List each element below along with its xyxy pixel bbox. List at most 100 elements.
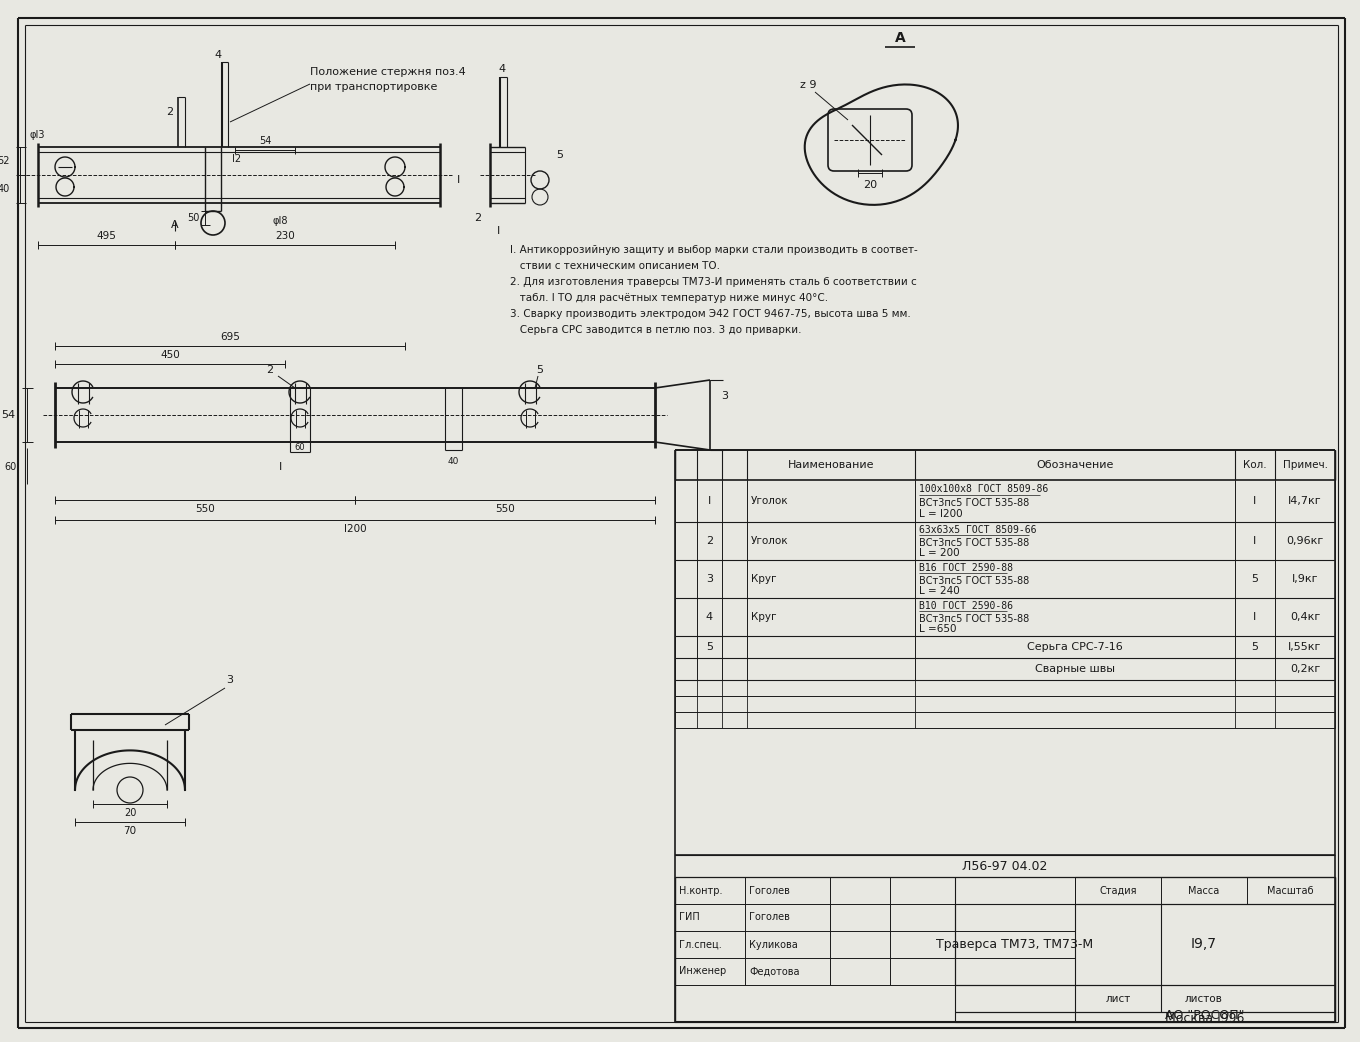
- Text: 495: 495: [97, 231, 117, 241]
- Text: I,55кг: I,55кг: [1288, 642, 1322, 652]
- Text: I4,7кг: I4,7кг: [1288, 496, 1322, 506]
- Text: В16 ГОСТ 2590-88: В16 ГОСТ 2590-88: [919, 564, 1013, 573]
- Text: I: I: [496, 226, 499, 235]
- Text: Круг: Круг: [751, 612, 777, 622]
- Text: 3: 3: [706, 574, 713, 584]
- Text: I: I: [279, 462, 282, 472]
- Text: 3: 3: [722, 391, 729, 401]
- Text: 5: 5: [706, 642, 713, 652]
- Text: табл. I ТО для расчётных температур ниже минус 40°С.: табл. I ТО для расчётных температур ниже…: [510, 293, 828, 303]
- Text: Серьга СРС-7-16: Серьга СРС-7-16: [1027, 642, 1123, 652]
- Text: L =650: L =650: [919, 624, 956, 635]
- Text: 695: 695: [220, 332, 239, 342]
- Text: φI8: φI8: [272, 216, 288, 226]
- Text: 40: 40: [447, 457, 458, 467]
- Text: L = I200: L = I200: [919, 510, 963, 520]
- Text: при транспортировке: при транспортировке: [310, 82, 438, 92]
- Text: Федотова: Федотова: [749, 967, 800, 976]
- Text: z 9: z 9: [800, 80, 816, 90]
- Text: В10 ГОСТ 2590-86: В10 ГОСТ 2590-86: [919, 601, 1013, 612]
- Text: Уголок: Уголок: [751, 536, 789, 546]
- Text: Масса: Масса: [1189, 886, 1220, 895]
- Text: ВСт3пс5 ГОСТ 535-88: ВСт3пс5 ГОСТ 535-88: [919, 498, 1030, 507]
- Text: Инженер: Инженер: [679, 967, 726, 976]
- Text: A: A: [895, 31, 906, 45]
- Text: 0,4кг: 0,4кг: [1289, 612, 1321, 622]
- Text: Гоголев: Гоголев: [749, 886, 790, 895]
- Text: Масштаб: Масштаб: [1266, 886, 1314, 895]
- Text: 0,2кг: 0,2кг: [1289, 664, 1321, 674]
- Text: Л56-97 04.02: Л56-97 04.02: [963, 860, 1047, 872]
- Text: 54: 54: [258, 137, 271, 146]
- Text: ствии с техническим описанием ТО.: ствии с техническим описанием ТО.: [510, 260, 719, 271]
- Text: φI3: φI3: [30, 130, 45, 140]
- Text: 3. Сварку производить электродом Э42 ГОСТ 9467-75, высота шва 5 мм.: 3. Сварку производить электродом Э42 ГОС…: [510, 309, 911, 319]
- Text: A: A: [171, 220, 178, 230]
- Text: Траверса ТМ73, ТМ73-М: Траверса ТМ73, ТМ73-М: [937, 938, 1093, 951]
- Text: 550: 550: [495, 504, 515, 514]
- Text: 54: 54: [1, 410, 15, 420]
- Text: Гл.спец.: Гл.спец.: [679, 940, 722, 949]
- Text: 2: 2: [267, 365, 273, 375]
- Text: Уголок: Уголок: [751, 496, 789, 506]
- Text: 50: 50: [186, 213, 199, 223]
- Text: I2: I2: [233, 154, 242, 164]
- Text: L = 240: L = 240: [919, 587, 960, 596]
- Text: I: I: [1254, 536, 1257, 546]
- Text: 2. Для изготовления траверсы ТМ73-И применять сталь б соответствии с: 2. Для изготовления траверсы ТМ73-И прим…: [510, 277, 917, 287]
- Text: ВСт3пс5 ГОСТ 535-88: ВСт3пс5 ГОСТ 535-88: [919, 538, 1030, 547]
- Text: ВСт3пс5 ГОСТ 535-88: ВСт3пс5 ГОСТ 535-88: [919, 575, 1030, 586]
- Text: I: I: [1254, 496, 1257, 506]
- Text: Сварные швы: Сварные швы: [1035, 664, 1115, 674]
- Text: 70: 70: [124, 826, 136, 836]
- Text: I200: I200: [344, 524, 366, 534]
- Text: Кол.: Кол.: [1243, 460, 1266, 470]
- Text: I9,7: I9,7: [1191, 938, 1217, 951]
- Text: Наименование: Наименование: [787, 460, 874, 470]
- Text: Стадия: Стадия: [1099, 886, 1137, 895]
- Text: 40: 40: [0, 184, 10, 194]
- Text: 2: 2: [706, 536, 713, 546]
- Text: лист: лист: [1106, 993, 1130, 1003]
- Text: Примеч.: Примеч.: [1282, 460, 1327, 470]
- Text: Круг: Круг: [751, 574, 777, 584]
- Text: 4: 4: [706, 612, 713, 622]
- Text: I: I: [707, 496, 711, 506]
- Text: I,9кг: I,9кг: [1292, 574, 1318, 584]
- Text: Москва I996: Москва I996: [1166, 1013, 1244, 1025]
- Text: I: I: [457, 175, 460, 185]
- Text: 550: 550: [194, 504, 215, 514]
- Text: Н.контр.: Н.контр.: [679, 886, 722, 895]
- Text: 100х100х8 ГОСТ 8509-86: 100х100х8 ГОСТ 8509-86: [919, 485, 1049, 494]
- Text: Серьга СРС заводится в петлю поз. 3 до приварки.: Серьга СРС заводится в петлю поз. 3 до п…: [510, 325, 801, 334]
- Text: Положение стержня поз.4: Положение стержня поз.4: [310, 67, 465, 77]
- Text: ГИП: ГИП: [679, 913, 700, 922]
- Text: 5: 5: [556, 150, 563, 160]
- Text: 0,96кг: 0,96кг: [1287, 536, 1323, 546]
- Text: 450: 450: [160, 350, 180, 359]
- Text: 3: 3: [227, 675, 234, 685]
- Text: ВСт3пс5 ГОСТ 535-88: ВСт3пс5 ГОСТ 535-88: [919, 614, 1030, 623]
- Text: 60: 60: [4, 462, 16, 472]
- Text: 2: 2: [166, 107, 174, 117]
- Text: L = 200: L = 200: [919, 548, 960, 559]
- Text: Обозначение: Обозначение: [1036, 460, 1114, 470]
- Text: 20: 20: [864, 180, 877, 190]
- Text: 5: 5: [1251, 642, 1258, 652]
- Text: 5: 5: [536, 365, 544, 375]
- Text: Гоголев: Гоголев: [749, 913, 790, 922]
- Text: 5: 5: [1251, 574, 1258, 584]
- Text: I: I: [1254, 612, 1257, 622]
- Text: 4: 4: [215, 50, 222, 60]
- Text: 230: 230: [275, 231, 295, 241]
- Text: 60: 60: [295, 443, 305, 451]
- Text: 52: 52: [0, 156, 10, 166]
- Text: АО "РОСОП": АО "РОСОП": [1166, 1009, 1244, 1022]
- Text: 20: 20: [124, 808, 136, 818]
- Text: I. Антикоррозийную защиту и выбор марки стали производить в соответ-: I. Антикоррозийную защиту и выбор марки …: [510, 245, 918, 255]
- Text: 4: 4: [498, 64, 506, 74]
- Text: листов: листов: [1185, 993, 1223, 1003]
- Text: 2: 2: [475, 213, 481, 223]
- Text: 63х63х5 ГОСТ 8509-66: 63х63х5 ГОСТ 8509-66: [919, 525, 1036, 536]
- Text: Куликова: Куликова: [749, 940, 798, 949]
